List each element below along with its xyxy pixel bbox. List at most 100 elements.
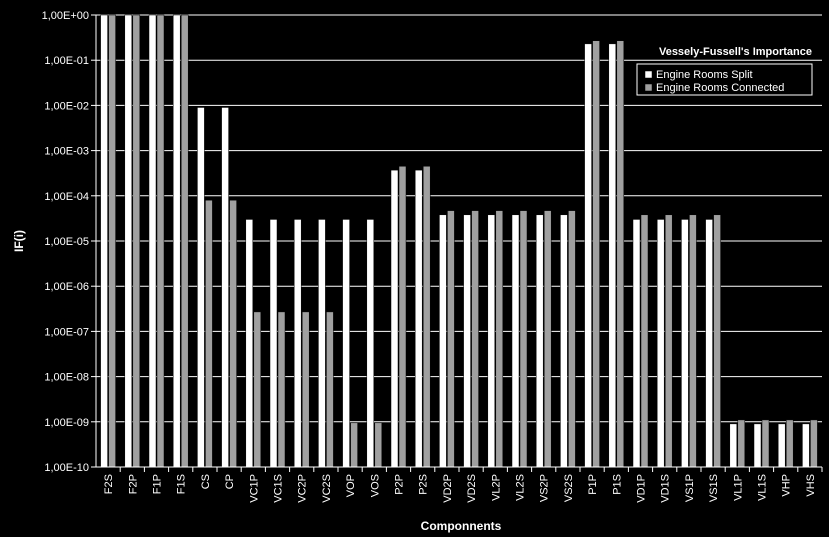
- x-tick-label: VS1S: [708, 474, 720, 502]
- bar-vop-split: [342, 219, 350, 468]
- bar-p1p-split: [584, 43, 592, 468]
- y-tick-label: 1,00E-06: [44, 281, 89, 293]
- x-tick-label: P2S: [418, 474, 430, 495]
- bar-vs2p-split: [535, 214, 544, 468]
- bar-vc2p-split: [293, 219, 302, 468]
- legend-swatch-split: [644, 70, 653, 79]
- legend: Vessely-Fussell's Importance Engine Room…: [636, 46, 813, 96]
- y-tick-labels: 1,00E-10 1,00E-09 1,00E-08 1,00E-07 1,00E-06…: [42, 10, 89, 474]
- bar-vc1s-connected: [277, 311, 286, 468]
- x-tick-label: CP: [224, 474, 236, 489]
- bar-vl2p-connected: [495, 210, 504, 468]
- y-tick-label: 1,00E-02: [44, 100, 89, 112]
- legend-label-connected: Engine Rooms Connected: [656, 82, 784, 94]
- bar-vs1s-connected: [713, 214, 721, 468]
- y-tick-label: 1,00E-07: [44, 326, 89, 338]
- bar-f2s-split: [100, 14, 108, 468]
- x-tick-label: VHS: [805, 474, 817, 497]
- bar-p1s-split: [608, 43, 617, 468]
- legend-box: [636, 63, 813, 96]
- bar-f1p-connected: [156, 14, 165, 468]
- bar-vl1s-split: [753, 423, 762, 468]
- bar-vs2s-connected: [568, 210, 576, 468]
- x-tick-label: VC2P: [297, 474, 309, 503]
- y-tick-label: 1,00E+00: [42, 10, 89, 22]
- bar-f1s-split: [172, 14, 181, 468]
- y-axis-title: IF(i): [12, 230, 26, 252]
- x-tick-label: VS2P: [539, 474, 551, 502]
- bar-vhp-split: [777, 423, 786, 468]
- bar-f2p-connected: [132, 14, 141, 468]
- x-tick-labels: F2S F2P F1P F1S CS CP VC1P VC1S VC2P VC2S VOP VOS P2…: [103, 467, 823, 503]
- bar-f1s-connected: [180, 14, 189, 468]
- bar-vd1p-split: [632, 219, 641, 468]
- bar-vd2p-connected: [447, 210, 455, 468]
- x-tick-label: VL2S: [515, 474, 527, 501]
- x-tick-label: VHP: [781, 474, 793, 497]
- bar-p1p-connected: [592, 40, 600, 468]
- legend-title: Vessely-Fussell's Importance: [659, 46, 812, 58]
- x-tick-label: CS: [200, 474, 212, 489]
- bar-f1p-split: [148, 14, 157, 468]
- bar-vhs-split: [802, 423, 810, 468]
- legend-label-split: Engine Rooms Split: [656, 69, 753, 81]
- y-tick-label: 1,00E-09: [44, 417, 89, 429]
- y-tick-label: 1,00E-05: [44, 236, 89, 248]
- x-tick-label: F2S: [103, 474, 115, 494]
- x-tick-label: P1S: [611, 474, 623, 495]
- bar-vl2s-split: [511, 214, 520, 468]
- x-tick-label: VD2P: [442, 474, 454, 503]
- x-tick-label: VOS: [369, 474, 381, 497]
- bar-vs1p-split: [681, 219, 689, 468]
- x-tick-label: F1P: [152, 474, 164, 494]
- bar-vd2p-split: [439, 214, 447, 468]
- bar-f2s-connected: [108, 14, 116, 468]
- x-tick-label: VC1P: [248, 474, 260, 503]
- bar-p2p-split: [390, 169, 399, 468]
- bar-vs2s-split: [560, 214, 568, 468]
- bar-p1s-connected: [616, 40, 625, 468]
- bar-vs1s-split: [705, 219, 713, 468]
- bars: [100, 14, 818, 468]
- bar-vl2p-split: [487, 214, 496, 468]
- bar-vos-split: [366, 219, 375, 468]
- x-tick-label: VD1S: [660, 474, 672, 503]
- x-tick-label: VL1P: [732, 474, 744, 501]
- bar-vc2s-split: [318, 219, 326, 468]
- x-tick-label: P2P: [394, 474, 406, 495]
- x-tick-label: VC2S: [321, 474, 333, 503]
- x-tick-label: VS1P: [684, 474, 696, 502]
- bar-vc2p-connected: [301, 311, 310, 468]
- x-axis-title: Componnents: [421, 519, 502, 533]
- y-tick-label: 1,00E-01: [44, 55, 89, 67]
- bar-vd1p-connected: [640, 214, 649, 468]
- bar-vl2s-connected: [519, 210, 528, 468]
- x-tick-label: VL2P: [490, 474, 502, 501]
- bar-vd2s-split: [463, 214, 471, 468]
- bar-cs-split: [197, 107, 205, 468]
- x-tick-label: P1P: [587, 474, 599, 495]
- gridlines: [91, 14, 822, 468]
- x-tick-label: VC1S: [273, 474, 285, 503]
- x-tick-label: VL1S: [757, 474, 769, 501]
- bar-vs1p-connected: [689, 214, 697, 468]
- y-tick-label: 1,00E-04: [44, 191, 89, 203]
- bar-cs-connected: [205, 199, 213, 468]
- bar-cp-split: [221, 107, 229, 468]
- bar-p2s-split: [414, 169, 423, 468]
- bar-vl1p-connected: [737, 419, 746, 468]
- x-tick-label: VS2S: [563, 474, 575, 502]
- bar-vhs-connected: [810, 419, 818, 468]
- bar-vc1s-split: [269, 219, 278, 468]
- legend-swatch-connected: [644, 83, 653, 92]
- x-tick-label: F1S: [176, 474, 188, 494]
- bar-vd2s-connected: [471, 210, 479, 468]
- bar-f2p-split: [124, 14, 133, 468]
- bar-vl1p-split: [729, 423, 738, 468]
- bar-p2s-connected: [422, 166, 431, 468]
- bar-vop-connected: [350, 422, 358, 468]
- x-tick-label: VD1P: [636, 474, 648, 503]
- bar-vc2s-connected: [326, 311, 334, 468]
- x-tick-label: F2P: [127, 474, 139, 494]
